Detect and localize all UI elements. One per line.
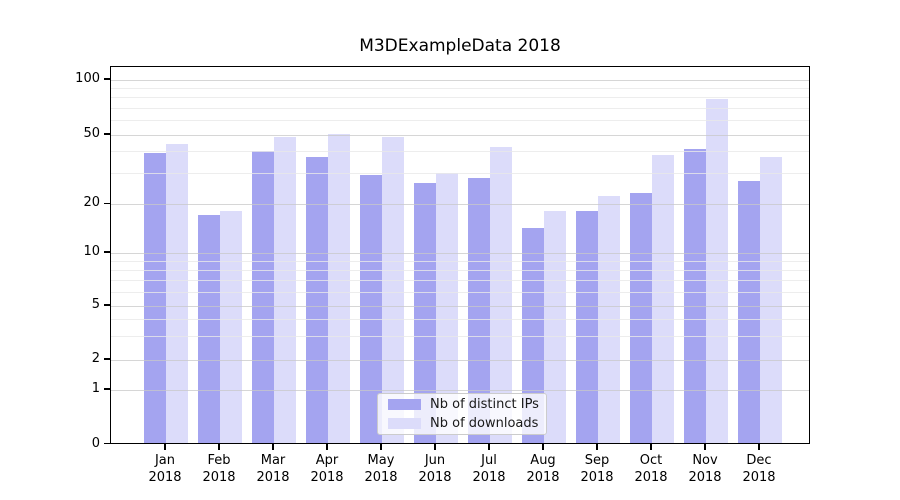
bar-downloads-may [382,137,404,443]
x-tick-label-aug: Aug 2018 [526,453,560,485]
gridline-y-50 [111,134,809,136]
y-tick-label-5: 5 [91,297,100,312]
x-tick-mark-aug [542,444,544,450]
x-tick-mark-feb [218,444,220,450]
bar-downloads-feb [220,210,242,443]
bar-downloads-aug [544,210,566,443]
y-tick-label-1: 1 [91,381,100,396]
x-tick-mark-apr [326,444,328,450]
bar-downloads-nov [706,98,728,443]
bar-downloads-dec [760,156,782,443]
bar-distinct-ips-dec [738,180,760,443]
x-tick-mark-nov [704,444,706,450]
x-tick-label-jun: Jun 2018 [418,453,452,485]
bar-downloads-jun [436,172,458,443]
bar-distinct-ips-oct [630,192,652,443]
x-tick-label-jul: Jul 2018 [472,453,506,485]
legend-entry-distinct-ips: Nb of distinct IPs [378,396,546,413]
x-tick-mark-jan [164,444,166,450]
gridline-y-70 [111,107,809,109]
y-tick-mark-0 [103,442,110,445]
bar-distinct-ips-feb [198,214,220,443]
bar-downloads-oct [652,154,674,443]
x-tick-mark-may [380,444,382,450]
bar-distinct-ips-mar [252,150,274,443]
gridline-y-90 [111,87,809,89]
gridline-y-60 [111,120,809,122]
x-tick-mark-mar [272,444,274,450]
x-tick-label-sep: Sep 2018 [580,453,614,485]
bar-distinct-ips-jul [468,177,490,443]
bar-distinct-ips-apr [306,156,328,443]
y-tick-mark-20 [103,202,110,204]
x-tick-label-mar: Mar 2018 [256,453,290,485]
y-tick-label-2: 2 [91,351,100,366]
x-tick-mark-dec [758,444,760,450]
y-tick-label-0: 0 [91,435,100,451]
x-tick-label-may: May 2018 [364,453,398,485]
bar-distinct-ips-sep [576,210,598,443]
x-tick-mark-jul [488,444,490,450]
x-tick-label-nov: Nov 2018 [688,453,722,485]
bar-distinct-ips-jun [414,183,436,443]
y-tick-mark-2 [103,358,110,360]
y-tick-mark-100 [103,78,110,80]
y-tick-label-20: 20 [83,195,100,211]
x-tick-label-feb: Feb 2018 [202,453,236,485]
legend: Nb of distinct IPs Nb of downloads [377,393,547,435]
y-tick-mark-1 [103,388,110,390]
bar-distinct-ips-nov [684,149,706,443]
legend-label-distinct-ips: Nb of distinct IPs [430,397,539,412]
x-tick-mark-oct [650,444,652,450]
bar-downloads-apr [328,134,350,443]
gridline-y-100 [111,79,809,81]
chart-title: M3DExampleData 2018 [359,36,561,56]
plot-area [110,66,810,444]
bar-downloads-mar [274,137,296,443]
x-tick-label-dec: Dec 2018 [742,453,776,485]
y-tick-label-50: 50 [83,126,100,141]
bar-distinct-ips-may [360,175,382,443]
y-tick-mark-5 [103,304,110,306]
legend-label-downloads: Nb of downloads [430,416,539,431]
legend-swatch-downloads-icon [388,418,421,429]
bar-downloads-jan [166,143,188,443]
y-tick-label-10: 10 [83,244,100,259]
y-tick-mark-50 [103,133,110,135]
gridline-y-80 [111,97,809,99]
legend-swatch-distinct-ips-icon [388,399,421,410]
x-tick-label-apr: Apr 2018 [310,453,344,485]
legend-entry-downloads: Nb of downloads [378,415,546,432]
bar-downloads-sep [598,196,620,443]
bar-downloads-jul [490,147,512,443]
x-tick-label-jan: Jan 2018 [148,453,182,485]
y-tick-label-100: 100 [75,71,100,86]
x-tick-mark-sep [596,444,598,450]
bar-distinct-ips-jan [144,152,166,443]
x-tick-label-oct: Oct 2018 [634,453,668,485]
y-tick-mark-10 [103,251,110,253]
x-tick-mark-jun [434,444,436,450]
